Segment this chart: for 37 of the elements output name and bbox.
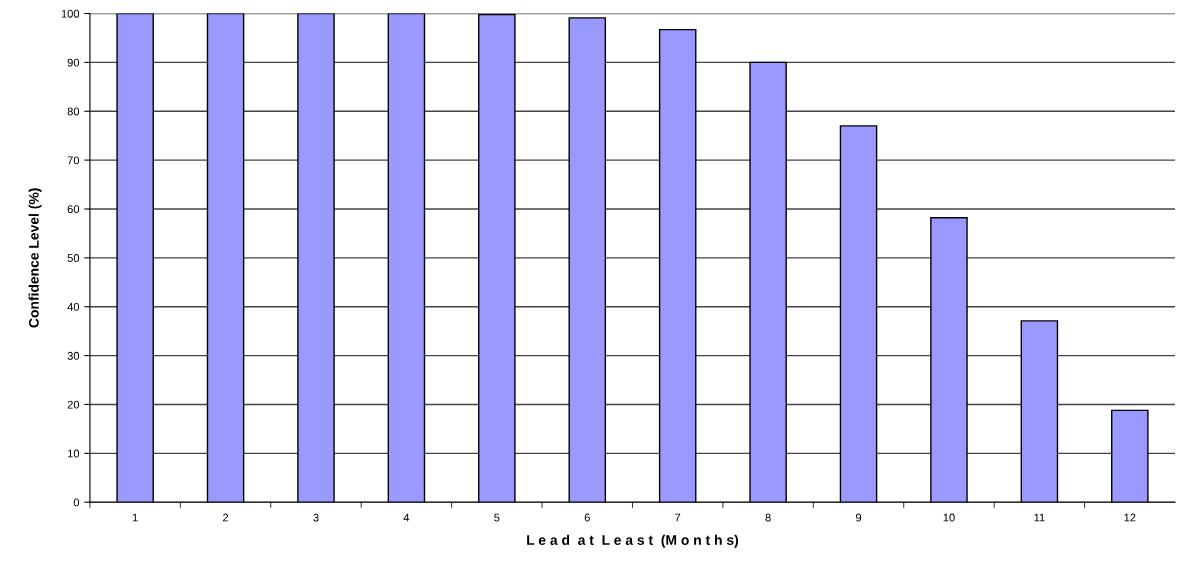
y-tick-label: 100: [61, 9, 80, 18]
x-tick-label: 3: [313, 513, 319, 522]
y-tick-label: 0: [73, 498, 80, 507]
bar: [478, 13, 516, 503]
y-tick-label: 30: [67, 351, 80, 360]
bar: [297, 13, 335, 503]
bar: [749, 61, 787, 503]
bar: [930, 217, 968, 503]
bar: [839, 125, 878, 503]
y-tick-label: 10: [68, 449, 80, 458]
bar: [658, 28, 697, 503]
y-tick-label: 50: [67, 254, 80, 262]
y-axis-title: Confidence Level (%): [28, 188, 42, 328]
bar: [1111, 409, 1149, 503]
x-tick-label: 5: [494, 513, 500, 522]
y-tick-label: 70: [67, 156, 80, 165]
x-tick-label: 6: [584, 513, 590, 522]
x-tick-label: 2: [223, 513, 229, 522]
y-tick-label: 20: [67, 400, 80, 409]
bar: [116, 13, 154, 503]
bar: [1020, 320, 1059, 503]
x-tick-label: 8: [765, 513, 771, 522]
y-tick-label: 60: [67, 205, 80, 214]
x-axis-title: L e a d a t L e a s t (M o n t h s): [527, 534, 739, 548]
x-tick-label: 1: [132, 513, 138, 522]
y-tick-label: 80: [67, 107, 80, 116]
x-tick-label: 12: [1124, 513, 1136, 522]
y-tick-label: 90: [67, 58, 80, 67]
bar: [206, 13, 245, 503]
x-tick-label: 7: [675, 513, 681, 522]
x-tick-label: 10: [943, 513, 955, 522]
y-tick-label: 40: [67, 302, 80, 311]
x-tick-label: 4: [403, 513, 410, 522]
bar: [568, 17, 607, 503]
x-tick-label: 9: [855, 513, 862, 522]
x-tick-label: 11: [1034, 513, 1045, 522]
bar: [387, 13, 426, 503]
